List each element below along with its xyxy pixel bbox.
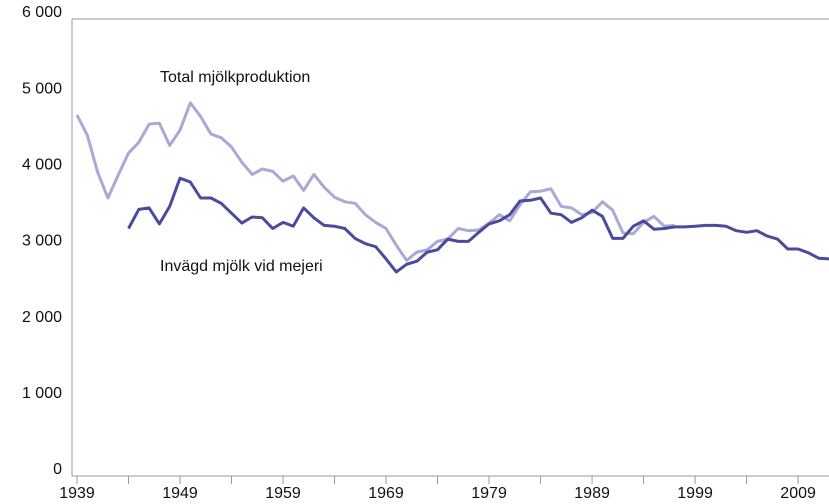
- x-tick-label: 1969: [368, 485, 404, 502]
- y-tick-label: 0: [53, 461, 62, 478]
- x-tick-label: 1979: [471, 485, 507, 502]
- y-tick-label: 2 000: [22, 309, 62, 326]
- series-label: Total mjölkproduktion: [160, 69, 310, 86]
- y-tick-label: 4 000: [22, 157, 62, 174]
- x-tick-label: 2009: [780, 485, 816, 502]
- y-tick-label: 5 000: [22, 80, 62, 97]
- series-line: [127, 176, 829, 274]
- x-tick-label: 1999: [677, 485, 713, 502]
- series-label: Invägd mjölk vid mejeri: [160, 258, 323, 275]
- y-tick-label: 6 000: [22, 4, 62, 21]
- x-tick-label: 1949: [162, 485, 198, 502]
- x-tick-label: 1959: [265, 485, 301, 502]
- x-tick-label: 1939: [59, 485, 95, 502]
- y-tick-label: 3 000: [22, 233, 62, 250]
- series-line: [75, 101, 675, 262]
- y-tick-label: 1 000: [22, 385, 62, 402]
- x-tick-label: 1989: [574, 485, 610, 502]
